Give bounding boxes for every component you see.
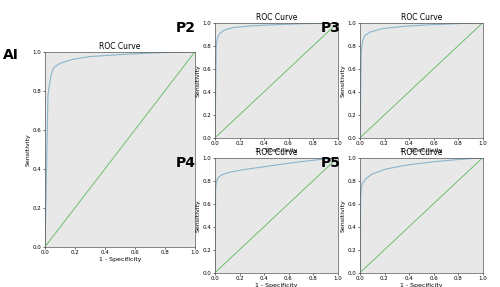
- X-axis label: 1 - Specificity: 1 - Specificity: [255, 148, 298, 153]
- Title: ROC Curve: ROC Curve: [100, 42, 140, 51]
- Y-axis label: Sensitivity: Sensitivity: [340, 199, 345, 232]
- Title: ROC Curve: ROC Curve: [400, 148, 442, 157]
- Text: P2: P2: [176, 21, 196, 35]
- Text: P4: P4: [176, 156, 196, 170]
- Y-axis label: Sensitivity: Sensitivity: [196, 64, 200, 97]
- Title: ROC Curve: ROC Curve: [256, 148, 297, 157]
- Y-axis label: Sensitivity: Sensitivity: [196, 199, 200, 232]
- Text: Diagonal segments are produced by ties.: Diagonal segments are produced by ties.: [226, 181, 326, 186]
- Title: ROC Curve: ROC Curve: [400, 13, 442, 22]
- X-axis label: 1 - Specificity: 1 - Specificity: [400, 148, 442, 153]
- Text: Diagonal segments are produced by ties.: Diagonal segments are produced by ties.: [371, 181, 472, 186]
- Y-axis label: Sensitivity: Sensitivity: [340, 64, 345, 97]
- Text: P5: P5: [321, 156, 341, 170]
- X-axis label: 1 - Specificity: 1 - Specificity: [99, 257, 142, 262]
- Title: ROC Curve: ROC Curve: [256, 13, 297, 22]
- Y-axis label: Sensitivity: Sensitivity: [26, 133, 30, 166]
- Text: AI: AI: [3, 48, 19, 62]
- X-axis label: 1 - Specificity: 1 - Specificity: [400, 283, 442, 287]
- X-axis label: 1 - Specificity: 1 - Specificity: [255, 283, 298, 287]
- Text: P3: P3: [321, 21, 340, 35]
